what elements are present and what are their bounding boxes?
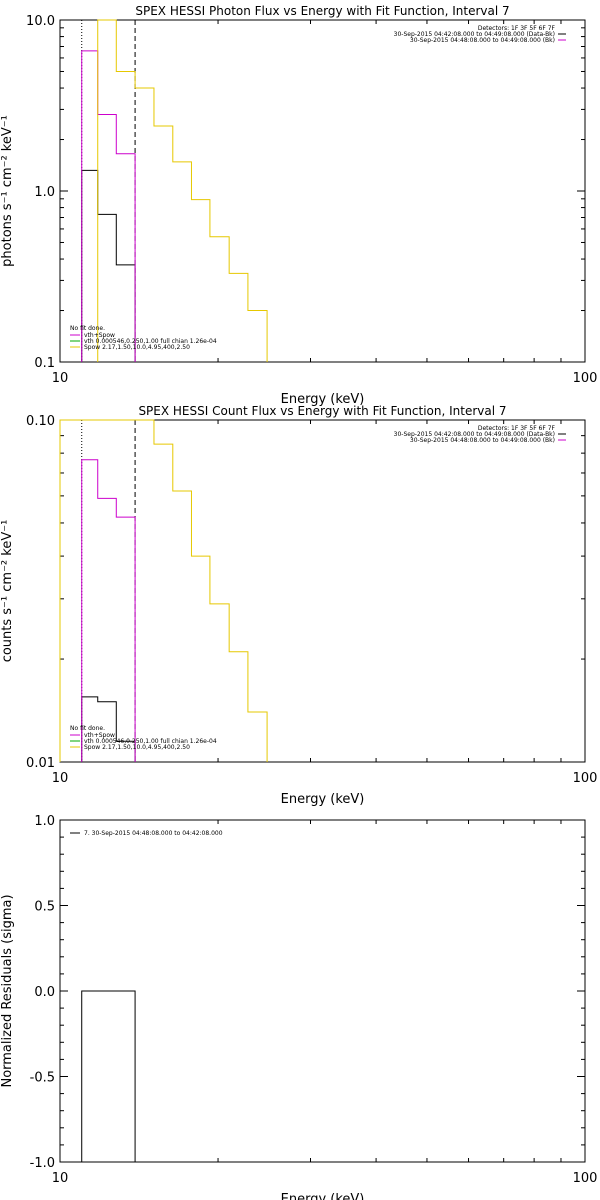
x-tick-label: 10 xyxy=(52,1171,69,1186)
info-line: Detectors: 1F 3F 5F 6F 7F xyxy=(478,425,556,432)
legend-entry: 7. 30-Sep-2015 04:48:08.000 to 04:42:08.… xyxy=(84,830,223,837)
info-line: 30-Sep-2015 04:42:08.000 to 04:49:08.000… xyxy=(394,31,555,38)
y-tick-label: 1.0 xyxy=(34,185,55,200)
y-tick-label: 0.0 xyxy=(34,985,55,1000)
y-tick-label: 0.01 xyxy=(26,756,55,771)
chart-title: SPEX HESSI Count Flux vs Energy with Fit… xyxy=(138,404,506,418)
info-line: 30-Sep-2015 04:42:08.000 to 04:49:08.000… xyxy=(394,431,555,438)
plot-frame-3 xyxy=(59,819,586,1163)
series-spow xyxy=(59,419,268,762)
legend-entry: vth+Spow xyxy=(84,332,115,339)
plot-frame-2 xyxy=(59,419,586,763)
legend-entry: vth 0.000546,0.250,1.00 full chian 1.26e… xyxy=(84,738,217,745)
y-tick-label: -1.0 xyxy=(30,1156,55,1171)
info-line: 30-Sep-2015 04:48:08.000 to 04:49:08.000… xyxy=(410,437,555,444)
legend-header: No fit done. xyxy=(70,725,105,732)
legend-header: No fit done. xyxy=(70,325,105,332)
x-tick-label: 100 xyxy=(573,371,598,386)
chart-title: SPEX HESSI Photon Flux vs Energy with Fi… xyxy=(135,4,509,18)
info-line: 30-Sep-2015 04:48:08.000 to 04:49:08.000… xyxy=(410,37,555,44)
x-tick-label: 10 xyxy=(52,371,69,386)
legend-entry: Spow 2.17,1.50,10.0,4.95,400,2.50 xyxy=(84,344,190,351)
info-line: Detectors: 1F 3F 5F 6F 7F xyxy=(478,25,556,32)
x-tick-label: 10 xyxy=(52,771,69,786)
series-7 xyxy=(81,990,136,1162)
x-axis-label: Energy (keV) xyxy=(281,1192,365,1200)
y-tick-label: 10.0 xyxy=(26,14,55,29)
y-tick-label: 1.0 xyxy=(34,814,55,829)
y-tick-label: 0.5 xyxy=(34,900,55,915)
series-data-bk xyxy=(81,169,136,362)
plot-frame-1 xyxy=(59,19,586,363)
x-axis-label: Energy (keV) xyxy=(281,392,365,407)
x-axis-label: Energy (keV) xyxy=(281,792,365,807)
series-spow xyxy=(97,19,268,362)
legend-entry: Spow 2.17,1.50,10.0,4.95,400,2.50 xyxy=(84,744,190,751)
legend-entry: vth+Spow xyxy=(84,732,115,739)
y-axis-label: photons s⁻¹ cm⁻² keV⁻¹ xyxy=(0,115,15,267)
y-axis-label: counts s⁻¹ cm⁻² keV⁻¹ xyxy=(0,520,15,663)
series-data-bk xyxy=(81,696,136,762)
series-vth-spow xyxy=(81,459,136,762)
x-tick-label: 100 xyxy=(573,1171,598,1186)
y-tick-label: 0.1 xyxy=(34,356,55,371)
y-axis-label: Normalized Residuals (sigma) xyxy=(0,894,15,1087)
y-tick-label: 0.10 xyxy=(26,414,55,429)
legend-entry: vth 0.000546,0.250,1.00 full chian 1.26e… xyxy=(84,338,217,345)
x-tick-label: 100 xyxy=(573,771,598,786)
series-vth-spow xyxy=(81,50,136,362)
y-tick-label: -0.5 xyxy=(30,1071,55,1086)
